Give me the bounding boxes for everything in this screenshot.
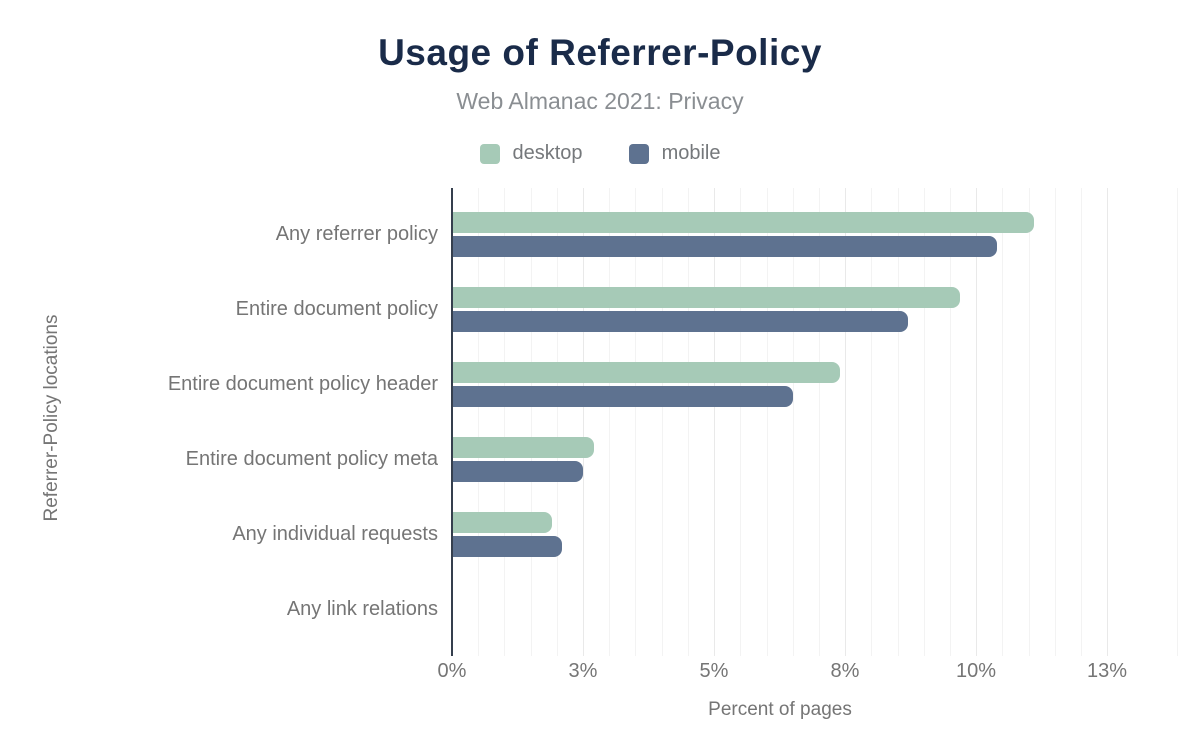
gridline [635,188,636,656]
x-axis-tick-label: 13% [1086,660,1128,682]
category-label: Entire document policy [235,298,438,320]
gridline [1055,188,1056,656]
gridline [976,188,977,656]
gridline [793,188,794,656]
gridline [1029,188,1030,656]
y-axis-line [451,188,453,656]
bar-mobile [452,235,997,257]
gridline [819,188,820,656]
gridline [688,188,689,656]
bar-desktop [452,286,960,308]
chart-title: Usage of Referrer-Policy [378,32,822,73]
gridline [1177,188,1178,656]
x-axis-tick-label: 0% [437,660,467,682]
gridline [478,188,479,656]
bar-desktop [452,361,840,383]
gridline [504,188,505,656]
legend-swatch-desktop [479,143,500,164]
gridline [531,188,532,656]
gridline [898,188,899,656]
category-label: Any link relations [286,598,438,620]
bar-mobile [452,310,908,332]
gridline [950,188,951,656]
x-axis-tick-label: 8% [830,660,860,682]
plot-gridlines [452,188,1178,656]
category-label: Entire document policy meta [185,448,438,470]
plot-area [452,188,1178,648]
gridline [871,188,872,656]
x-axis-title: Percent of pages [708,699,852,720]
bar-mobile [452,535,562,557]
gridline [609,188,610,656]
chart-subtitle: Web Almanac 2021: Privacy [456,88,744,114]
gridline [1081,188,1082,656]
bar-mobile [452,460,583,482]
legend-item-desktop: desktop [479,142,583,165]
bar-desktop [452,436,594,458]
category-labels: Any referrer policy Entire document polic… [0,188,438,648]
gridline [583,188,584,656]
category-label: Any referrer policy [275,223,438,245]
legend-label: mobile [661,142,721,164]
gridline [924,188,925,656]
x-axis-tick-label: 3% [568,660,598,682]
gridline [662,188,663,656]
gridline [1002,188,1003,656]
gridline [767,188,768,656]
gridline [740,188,741,656]
legend: desktop mobile [0,142,1200,165]
legend-label: desktop [512,142,583,164]
x-axis-tick-label: 5% [699,660,729,682]
bar-desktop [452,211,1034,233]
legend-swatch-mobile [628,143,649,164]
gridline [845,188,846,656]
bar-desktop [452,511,552,533]
category-label: Entire document policy header [167,373,438,395]
legend-item-mobile: mobile [628,142,721,165]
gridline [1107,188,1108,656]
gridline [714,188,715,656]
gridline [557,188,558,656]
x-axis-tick-label: 10% [955,660,997,682]
bar-mobile [452,385,793,407]
x-axis-tick-labels: 0% 3% 5% 8% 10% 13% [0,660,1200,684]
category-label: Any individual requests [232,523,438,545]
